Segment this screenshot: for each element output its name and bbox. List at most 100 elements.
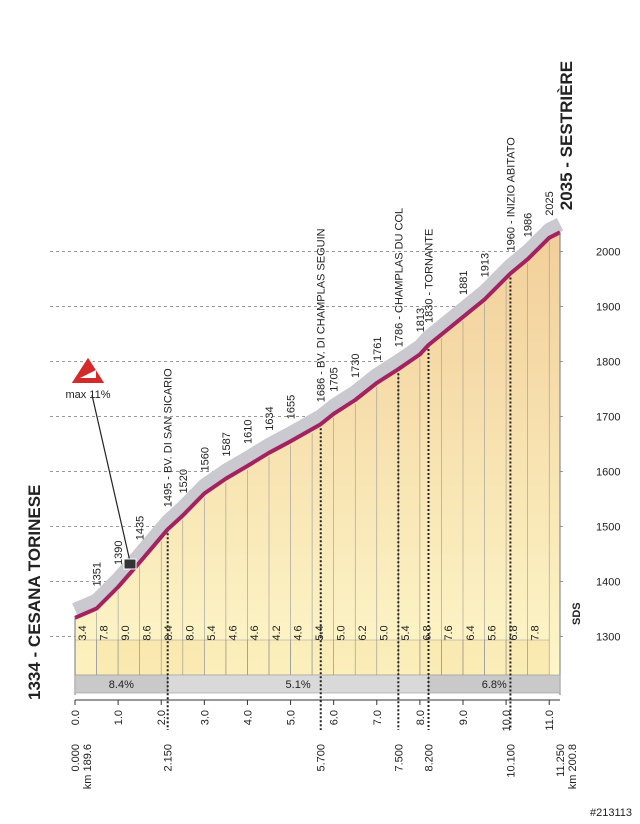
area bbox=[75, 232, 560, 676]
marker-label: 2.150 bbox=[163, 744, 175, 772]
annotation-leader bbox=[91, 394, 132, 567]
point-label: 1960 - INIZIO ABITATO bbox=[505, 137, 517, 252]
gradient-label: 4.6 bbox=[292, 625, 304, 640]
marker-label: 5.700 bbox=[316, 744, 328, 772]
point-label: 1813 bbox=[415, 308, 427, 332]
point-label: 1560 bbox=[199, 447, 211, 471]
gradient-cell bbox=[484, 639, 507, 676]
gradient-cell bbox=[441, 639, 464, 676]
gradient-label: 5.4 bbox=[314, 625, 326, 640]
section-band bbox=[428, 674, 561, 694]
gradient-label: 3.4 bbox=[77, 625, 89, 640]
point-label: 1705 bbox=[329, 367, 341, 391]
gradient-label: 9.0 bbox=[120, 625, 132, 640]
gradient-cell bbox=[96, 639, 119, 676]
marker-label: 0.000 bbox=[70, 744, 82, 772]
point-label: 1761 bbox=[372, 336, 384, 360]
point-label: 1435 bbox=[135, 516, 147, 540]
image-id: #213113 bbox=[590, 807, 632, 819]
point-label: 1730 bbox=[350, 354, 362, 378]
gradient-cell bbox=[419, 639, 442, 676]
point-label: 1610 bbox=[242, 420, 254, 444]
point-label: 1390 bbox=[113, 541, 125, 565]
x-tick-label: 6.0 bbox=[329, 710, 341, 725]
gradient-label: 4.2 bbox=[271, 625, 283, 640]
point-label: 1655 bbox=[286, 395, 298, 419]
point-label: 1786 - CHAMPLAS DU COL bbox=[393, 208, 405, 347]
gradient-cell bbox=[354, 639, 378, 676]
gradient-label: 4.6 bbox=[228, 625, 240, 640]
section-label: 6.8% bbox=[482, 679, 507, 691]
y-tick-label: 1800 bbox=[596, 357, 620, 369]
start-km-label: km 189.6 bbox=[82, 744, 94, 789]
point-label: 1913 bbox=[480, 253, 492, 277]
warning-icon-slope bbox=[80, 370, 96, 378]
x-tick-label: 4.0 bbox=[242, 710, 254, 725]
point-label: 1986 bbox=[523, 213, 535, 237]
gradient-cell bbox=[74, 639, 97, 676]
x-tick-label: 8.0 bbox=[415, 710, 427, 725]
max-gradient-label: max 11% bbox=[65, 389, 110, 401]
gradient-label: 7.6 bbox=[443, 625, 455, 640]
gradient-cell bbox=[268, 639, 291, 676]
gradient-cell bbox=[398, 639, 421, 676]
marker-label: 10.100 bbox=[505, 744, 517, 778]
gradient-cell bbox=[204, 639, 227, 676]
gradient-label: 8.4 bbox=[163, 625, 175, 640]
x-tick-label: 1.0 bbox=[113, 710, 125, 725]
credit: SDS bbox=[571, 602, 583, 625]
point-label: 1587 bbox=[221, 432, 233, 456]
y-tick-label: 1700 bbox=[596, 412, 620, 424]
y-tick-label: 1300 bbox=[596, 632, 620, 644]
x-tick-label: 11.0 bbox=[544, 710, 556, 731]
point-label: 2025 bbox=[544, 191, 556, 215]
gradient-label: 7.8 bbox=[98, 625, 110, 640]
gradient-label: 7.8 bbox=[529, 625, 541, 640]
profile-line bbox=[74, 230, 561, 620]
warning-annotation: max 11% bbox=[65, 354, 137, 570]
gradient-cell bbox=[225, 639, 248, 676]
gradient-label: 6.8 bbox=[422, 625, 434, 640]
point-label: 1830 - TORNANTE bbox=[424, 229, 436, 323]
y-tick-label: 1400 bbox=[596, 577, 620, 589]
x-tick-label: 7.0 bbox=[372, 710, 384, 725]
point-label: 1495 - BV. DI SAN SICARIO bbox=[163, 368, 175, 507]
point-label: 1881 bbox=[458, 270, 470, 294]
section-label: 8.4% bbox=[109, 679, 134, 691]
gradient-label: 8.6 bbox=[141, 625, 153, 640]
gradient-cell bbox=[247, 639, 270, 676]
y-tick-label: 1500 bbox=[596, 522, 620, 534]
x-tick-label: 0.0 bbox=[70, 710, 82, 725]
marker-label: 7.500 bbox=[393, 744, 405, 772]
gradient-label: 5.4 bbox=[400, 625, 412, 640]
point-label: 1634 bbox=[264, 406, 276, 430]
x-tick-label: 3.0 bbox=[199, 710, 211, 725]
y-tick-label: 1900 bbox=[596, 302, 620, 314]
gradient-cell bbox=[333, 639, 356, 676]
gradient-cell bbox=[505, 639, 528, 676]
y-tick-label: 2000 bbox=[596, 247, 620, 259]
x-tick-label: 9.0 bbox=[458, 710, 470, 725]
annotation-anchor bbox=[123, 558, 137, 570]
finish-km-label: km 200.8 bbox=[567, 744, 579, 789]
start-label: 1334 - CESANA TORINESE bbox=[25, 485, 44, 700]
point-label: 1520 bbox=[178, 469, 190, 493]
gradient-cell bbox=[182, 639, 205, 676]
gradient-cell bbox=[527, 639, 550, 676]
x-tick-label: 10.0 bbox=[501, 710, 513, 731]
gradient-label: 4.6 bbox=[249, 625, 261, 640]
gradient-label: 5.6 bbox=[486, 625, 498, 640]
gradient-cell bbox=[462, 639, 485, 676]
gradient-label: 6.4 bbox=[465, 625, 477, 640]
gradient-label: 5.0 bbox=[335, 625, 347, 640]
gradient-label: 5.0 bbox=[379, 625, 391, 640]
gradient-label: 6.8 bbox=[508, 625, 520, 640]
marker-label: 11.250 bbox=[555, 744, 567, 777]
gradient-label: 8.0 bbox=[185, 625, 197, 640]
gradient-cell bbox=[290, 639, 313, 676]
marker-label: 8.200 bbox=[424, 744, 436, 772]
gradient-cell bbox=[139, 639, 162, 676]
section-label: 5.1% bbox=[286, 679, 311, 691]
y-tick-label: 1600 bbox=[596, 467, 620, 479]
